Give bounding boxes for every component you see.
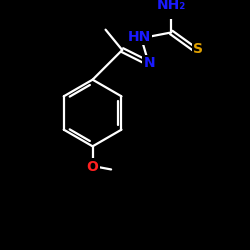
- Text: NH₂: NH₂: [157, 0, 186, 12]
- Text: N: N: [143, 56, 155, 70]
- Text: S: S: [193, 42, 203, 56]
- Text: HN: HN: [127, 30, 150, 44]
- Text: O: O: [87, 160, 99, 174]
